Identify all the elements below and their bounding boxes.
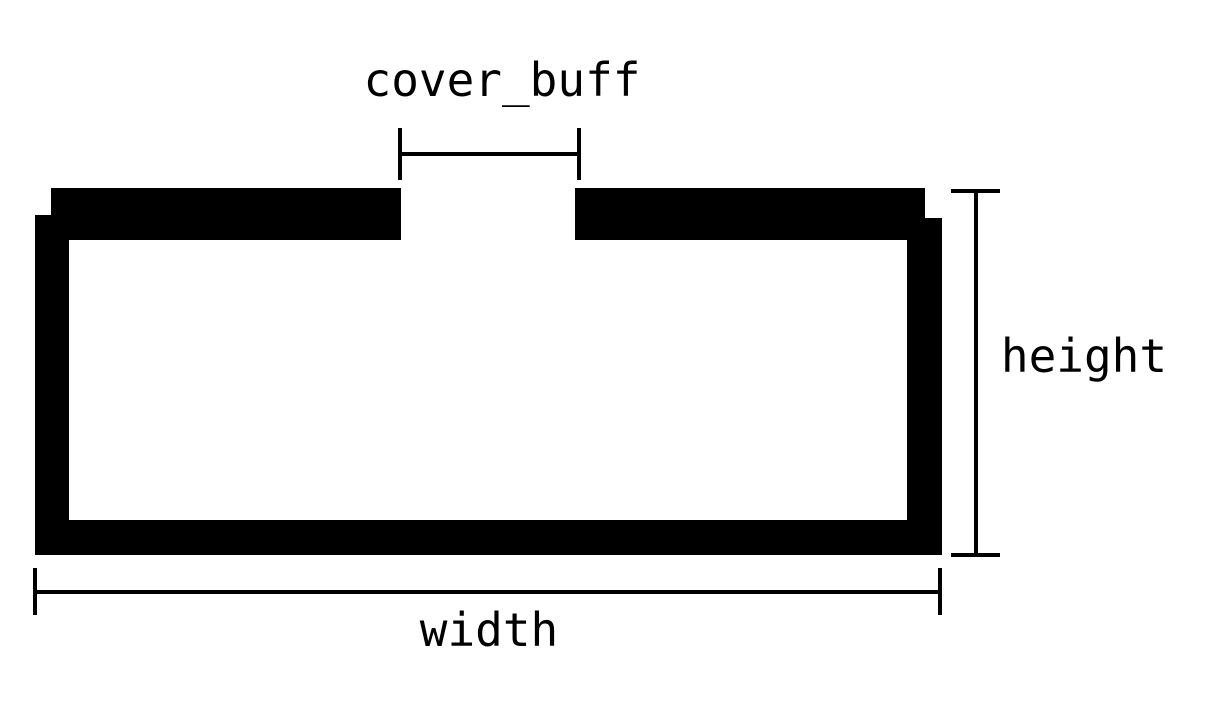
box-body <box>35 215 942 555</box>
height-label: height <box>1001 329 1167 383</box>
cover-buff-label: cover_buff <box>364 53 641 107</box>
cover-buff-dimension <box>398 128 581 180</box>
width-dimension <box>33 568 942 615</box>
box-left-wall <box>35 215 69 555</box>
width-label: width <box>420 603 558 657</box>
cover <box>51 188 925 240</box>
cover-left-plate <box>51 188 401 240</box>
box-right-wall <box>907 218 942 555</box>
height-dimension <box>951 189 1000 557</box>
cover-right-plate <box>575 188 925 240</box>
box-bottom-wall <box>35 520 942 555</box>
